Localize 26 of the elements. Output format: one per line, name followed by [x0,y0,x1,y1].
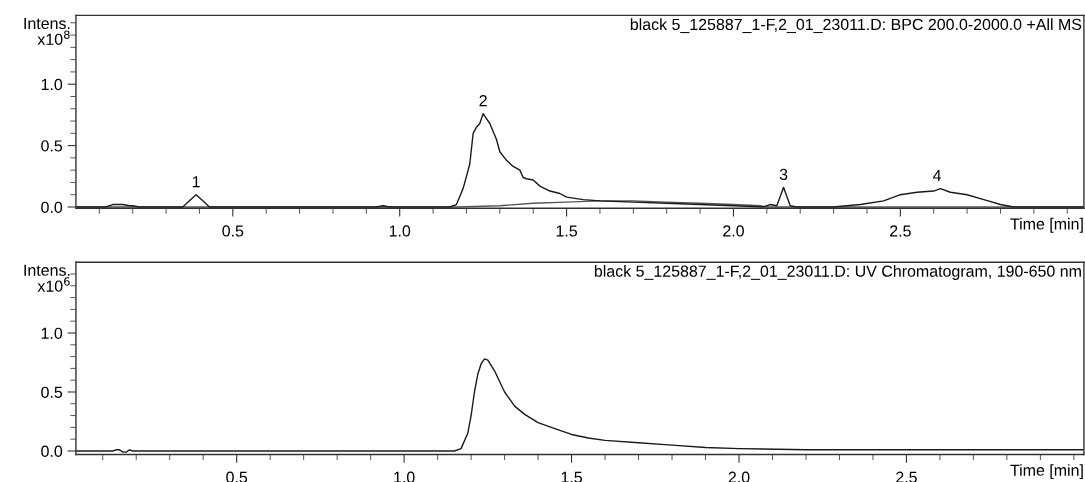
x-tick-label: 1.5 [556,225,578,237]
annotation: 3 [779,168,788,181]
chart-title: black 5_125887_1-F,2_01_23011.D: BPC 200.0-2000.0 +All MS [630,18,1082,34]
x-tick-label: 1.5 [561,471,582,482]
y-tick-label: 0.5 [41,140,63,152]
y-tick-label: 0.0 [41,201,63,213]
x-tick-label: 0.5 [222,225,244,237]
y-axis-title: Intens. x10$^{8}$ [24,17,70,46]
annotation: 4 [932,170,942,182]
x-tick-label: 2.0 [723,225,744,237]
y-tick-label: 0.0 [41,445,63,457]
x-tick-label: 2.0 [728,471,750,482]
x-axis-title: Time [min] [1010,464,1083,480]
y-tick-label: 0.5 [41,386,63,398]
x-tick-label: 1.0 [389,225,411,237]
y-tick-label: 1.0 [41,327,63,339]
x-tick-label: 0.5 [226,471,248,482]
y-tick-label: 1.0 [41,78,63,91]
x-tick-label: 2.5 [896,471,917,482]
x-axis-title: Time [min] [1010,217,1083,233]
annotation: 1 [192,176,200,188]
x-tick-label: 2.5 [890,225,911,237]
annotation: 2 [479,95,487,107]
y-axis-title: Intens. x10$^{6}$ [24,264,70,292]
x-tick-label: 1.0 [394,471,415,482]
chart-title: black 5_125887_1-F,2_01_23011.D: UV Chromatogram, 190-650 nm [594,265,1081,280]
